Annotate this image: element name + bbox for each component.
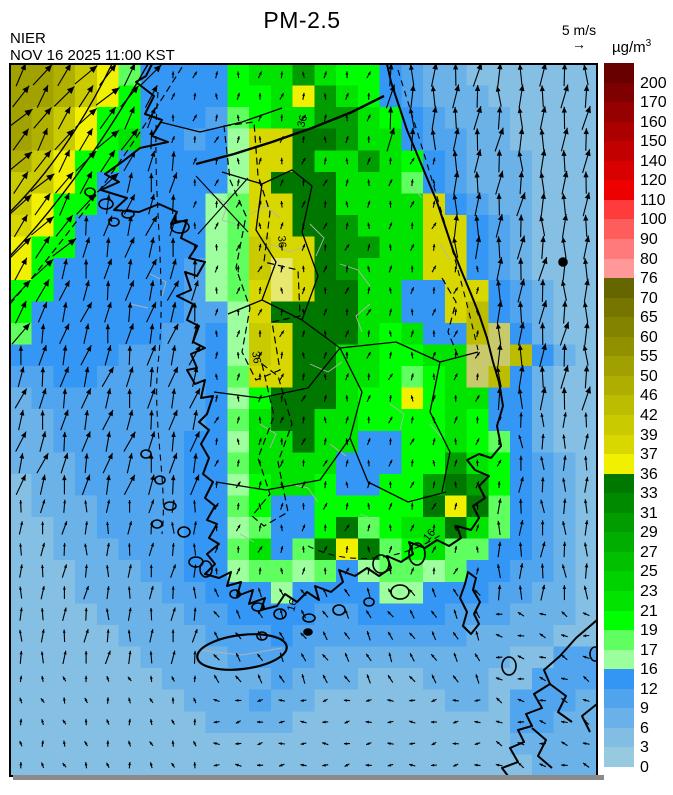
dmz-border [195, 94, 385, 166]
colorbar-tick-label: 140 [640, 152, 667, 170]
svg-text:36: 36 [275, 235, 288, 248]
colorbar-swatch [604, 239, 634, 260]
svg-text:36: 36 [295, 114, 310, 129]
svg-text:16: 16 [285, 598, 300, 613]
colorbar-tick-label: 70 [640, 289, 658, 307]
colorbar-swatch [604, 121, 634, 142]
colorbar-swatch [604, 278, 634, 299]
colorbar-tick-label: 160 [640, 113, 667, 131]
colorbar-tick-label: 27 [640, 543, 658, 561]
colorbar-tick-label: 3 [640, 739, 649, 757]
colorbar-tick-label: 50 [640, 367, 658, 385]
colorbar-swatch [604, 415, 634, 436]
colorbar-swatch [604, 219, 634, 240]
colorbar-tick-label: 46 [640, 387, 658, 405]
colorbar-swatch [604, 336, 634, 357]
colorbar-swatch [604, 551, 634, 572]
colorbar-tick-label: 37 [640, 446, 658, 464]
colorbar-tick-label: 65 [640, 309, 658, 327]
colorbar-tick-label: 0 [640, 759, 649, 776]
colorbar-swatch [604, 688, 634, 709]
colorbar-swatch [604, 571, 634, 592]
map-shadow [13, 775, 604, 780]
colorbar-swatch [604, 102, 634, 123]
colorbar-tick-label: 17 [640, 641, 658, 659]
colorbar-tick-label: 80 [640, 250, 658, 268]
colorbar [604, 63, 634, 768]
colorbar-swatch [604, 356, 634, 377]
colorbar-tick-label: 120 [640, 172, 667, 190]
colorbar-swatch [604, 395, 634, 416]
colorbar-swatch [604, 532, 634, 553]
colorbar-unit-label: µg/m3 [612, 38, 652, 56]
colorbar-swatch [604, 375, 634, 396]
colorbar-swatch [604, 317, 634, 338]
wind-arrows [9, 63, 591, 769]
colorbar-tick-label: 21 [640, 602, 658, 620]
contour-lines [9, 63, 479, 559]
colorbar-swatch [604, 630, 634, 651]
colorbar-tick-label: 42 [640, 407, 658, 424]
colorbar-tick-label: 110 [640, 191, 666, 209]
colorbar-tick-label: 200 [640, 74, 667, 92]
colorbar-labels: 200 170 160 150 140 120 110 100 90 80 76 70 65 60 55 50… [640, 63, 673, 783]
colorbar-swatch [604, 297, 634, 318]
colorbar-swatch [604, 63, 634, 84]
colorbar-tick-label: 60 [640, 328, 658, 346]
datetime-label: NOV 16 2025 11:00 KST [10, 47, 175, 64]
colorbar-tick-label: 76 [640, 270, 658, 288]
colorbar-tick-label: 12 [640, 680, 658, 698]
colorbar-swatch [604, 493, 634, 514]
colorbar-swatch [604, 141, 634, 162]
colorbar-swatch [604, 473, 634, 494]
colorbar-swatch [604, 669, 634, 690]
colorbar-tick-label: 150 [640, 133, 667, 151]
colorbar-tick-label: 9 [640, 700, 649, 718]
colorbar-swatch [604, 727, 634, 748]
colorbar-tick-label: 31 [640, 504, 658, 522]
colorbar-swatch [604, 180, 634, 201]
page-title: PM-2.5 [263, 7, 341, 33]
colorbar-tick-label: 36 [640, 465, 658, 483]
colorbar-tick-label: 23 [640, 583, 658, 600]
colorbar-tick-label: 25 [640, 563, 658, 581]
colorbar-tick-label: 100 [640, 211, 667, 229]
colorbar-swatch [604, 591, 634, 612]
colorbar-swatch [604, 747, 634, 768]
colorbar-tick-label: 170 [640, 94, 667, 112]
colorbar-swatch [604, 258, 634, 279]
colorbar-tick-label: 19 [640, 622, 658, 640]
colorbar-swatch [604, 512, 634, 533]
colorbar-swatch [604, 708, 634, 729]
colorbar-swatch [604, 610, 634, 631]
wind-reference-arrow-icon: → [572, 36, 586, 52]
colorbar-swatch [604, 454, 634, 475]
jeju-island-outline [196, 633, 288, 671]
colorbar-tick-label: 33 [640, 485, 658, 503]
county-boundaries [129, 183, 451, 656]
coastlines [84, 63, 598, 777]
colorbar-tick-label: 16 [640, 661, 658, 679]
colorbar-tick-label: 39 [640, 426, 658, 444]
colorbar-tick-label: 55 [640, 348, 658, 366]
agency-label: NIER [10, 30, 46, 47]
colorbar-swatch [604, 160, 634, 181]
colorbar-swatch [604, 434, 634, 455]
colorbar-swatch [604, 649, 634, 670]
colorbar-tick-label: 29 [640, 524, 658, 542]
colorbar-tick-label: 6 [640, 719, 649, 737]
wind-reference-label: 5 m/s [561, 22, 597, 38]
colorbar-tick-label: 90 [640, 231, 658, 248]
colorbar-swatch [604, 199, 634, 220]
colorbar-swatch [604, 82, 634, 103]
